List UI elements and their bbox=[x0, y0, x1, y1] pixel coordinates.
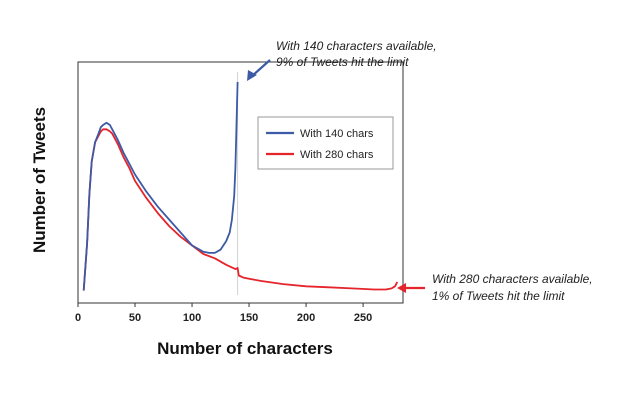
annotation-140-line2: 9% of Tweets hit the limit bbox=[276, 55, 409, 69]
series-line-140 bbox=[82, 81, 239, 291]
x-tick-label-150: 150 bbox=[240, 312, 258, 324]
x-axis-ticks: 0 50 100 150 200 250 bbox=[75, 303, 372, 324]
x-axis-title: Number of characters bbox=[157, 339, 333, 358]
annotation-140-arrowhead bbox=[247, 70, 257, 81]
annotation-140: With 140 characters available, 9% of Twe… bbox=[247, 39, 437, 81]
x-tick-label-50: 50 bbox=[129, 312, 141, 324]
legend-label-280: With 280 chars bbox=[300, 149, 374, 161]
annotation-280-arrowhead bbox=[397, 283, 406, 293]
legend-label-140: With 140 chars bbox=[300, 128, 374, 140]
x-tick-label-200: 200 bbox=[297, 312, 315, 324]
legend: With 140 chars With 280 chars bbox=[257, 116, 394, 170]
plot-area bbox=[77, 61, 404, 304]
y-axis-title: Number of Tweets bbox=[30, 107, 49, 253]
annotation-280: With 280 characters available, 1% of Twe… bbox=[397, 272, 593, 303]
series-line-280 bbox=[82, 128, 399, 291]
annotation-280-line1: With 280 characters available, bbox=[432, 272, 593, 286]
plot-frame bbox=[77, 61, 404, 304]
legend-box bbox=[257, 116, 394, 170]
x-tick-label-0: 0 bbox=[75, 312, 81, 324]
annotation-280-line2: 1% of Tweets hit the limit bbox=[432, 289, 565, 303]
annotation-140-arrow bbox=[251, 59, 271, 77]
x-tick-label-250: 250 bbox=[354, 312, 372, 324]
annotation-140-line1: With 140 characters available, bbox=[276, 39, 437, 53]
x-tick-label-100: 100 bbox=[183, 312, 201, 324]
